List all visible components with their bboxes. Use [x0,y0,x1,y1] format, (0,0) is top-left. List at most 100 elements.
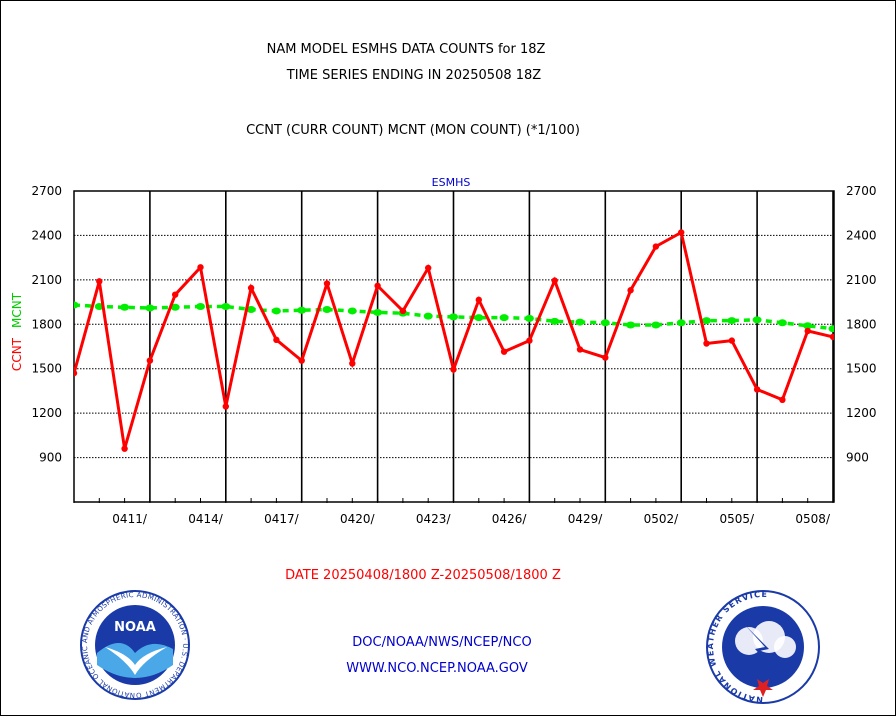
y-tick-label-left: 1500 [31,362,62,376]
chart-subtitle: TIME SERIES ENDING IN 20250508 18Z [286,68,542,83]
y-tick-label-right: 1800 [846,317,877,331]
ccnt-point [121,445,128,452]
ccnt-point [602,354,609,361]
ccnt-point [273,336,280,344]
x-tick-label: 0502/ [644,512,680,526]
grid-layer [73,191,834,503]
mcnt-point [828,325,834,333]
x-tick-label: 0508/ [795,512,831,526]
mcnt-point [347,307,357,315]
mcnt-point [322,305,332,313]
y-tick-label-right: 900 [846,451,869,465]
x-tick-label: 0420/ [340,512,376,526]
series-ccnt [74,229,834,452]
ccnt-point [829,333,834,341]
y-tick-label-right: 2700 [846,184,877,198]
y-tick-label-right: 1500 [846,362,877,376]
mcnt-point [752,316,762,324]
x-tick-labels: 0411/0414/0417/0420/0423/0426/0429/0502/… [112,512,831,526]
ccnt-point [475,296,482,304]
y-tick-label-left: 2100 [31,273,62,287]
mcnt-point [651,321,661,329]
y-axis-label-ccnt: CCNT [10,337,24,371]
y-axis-label: CCNT MCNT [10,292,24,371]
mcnt-point [803,322,813,330]
series-layer [74,229,834,452]
mcnt-point [297,306,307,314]
series-mcnt [74,301,834,333]
ccnt-point [349,360,356,367]
ccnt-point [551,277,558,284]
y-tick-label-right: 1200 [846,406,877,420]
x-tick-label: 0429/ [568,512,604,526]
chart-title: NAM MODEL ESMHS DATA COUNTS for 18Z [267,42,546,57]
mcnt-point [449,313,458,321]
mcnt-point [575,318,585,326]
ccnt-point [146,357,154,364]
ccnt-point [576,346,584,353]
mcnt-point [271,307,281,315]
ccnt-point [779,396,786,404]
mcnt-point [74,301,79,309]
ccnt-point [652,243,660,250]
ccnt-point [298,357,305,364]
y-tick-labels: 2700 2700 2400 2400 2100 2100 1800 1800 1500 1500… [31,184,876,465]
mcnt-point [423,312,433,320]
ccnt-point [96,278,103,285]
ccnt-point [526,337,533,344]
mcnt-point [196,303,205,311]
y-tick-label-left: 900 [39,451,62,465]
y-axis-label-mcnt: MCNT [10,292,24,328]
y-tick-label-left: 2700 [31,184,62,198]
ccnt-point [425,264,432,272]
ccnt-point [172,291,179,298]
x-tick-label: 0414/ [188,512,224,526]
x-tick-label: 0426/ [492,512,528,526]
ccnt-point [247,284,255,292]
x-tick-label: 0417/ [264,512,300,526]
x-tick-label: 0411/ [112,512,148,526]
footer-link-www[interactable]: WWW.NCO.NCEP.NOAA.GOV [346,661,528,676]
mcnt-point [777,319,787,327]
ccnt-point [323,280,331,287]
mcnt-point [524,314,534,322]
plot-frame [73,190,835,503]
ccnt-point [74,369,78,377]
mcnt-point [676,319,686,327]
footer-link-doc[interactable]: DOC/NOAA/NWS/NCEP/NCO [352,635,531,650]
y-tick-label-right: 2400 [846,228,877,242]
ccnt-point [197,264,204,271]
mcnt-point [727,317,737,325]
ccnt-point [753,386,761,393]
ccnt-point [728,337,735,344]
mcnt-point [145,304,155,312]
ccnt-point [804,327,811,335]
noaa-logo-ring-text: NATIONAL OCEANIC AND ATMOSPHERIC ADMINIS… [1,1,189,699]
mcnt-point [221,303,231,311]
y-tick-label-left: 2400 [31,228,62,242]
mcnt-point [474,314,484,322]
mcnt-point [702,317,711,325]
mcnt-point [626,321,636,329]
mcnt-point [120,303,130,311]
y-tick-label-left: 1200 [31,406,62,420]
noaa-logo-text: NOAA [114,620,156,635]
ccnt-point [703,340,710,347]
chart-description: CCNT (CURR COUNT) MCNT (MON COUNT) (*1/1… [246,123,580,138]
noaa-logo: NATIONAL OCEANIC AND ATMOSPHERIC ADMINIS… [1,1,190,700]
ccnt-point [450,366,457,373]
mcnt-point [499,314,509,322]
x-axis-label: DATE 20250408/1800 Z-20250508/1800 Z [285,568,561,583]
nws-logo: NATIONAL WEATHER SERVICE [706,590,820,704]
mcnt-point [170,303,180,311]
y-tick-label-left: 1800 [31,317,62,331]
mcnt-point [550,317,560,325]
ccnt-point [399,307,407,315]
panel-label: ESMHS [432,176,471,189]
x-tick-label: 0423/ [416,512,452,526]
mcnt-point [373,308,383,316]
y-tick-label-right: 2100 [846,273,877,287]
ccnt-point [678,229,685,236]
